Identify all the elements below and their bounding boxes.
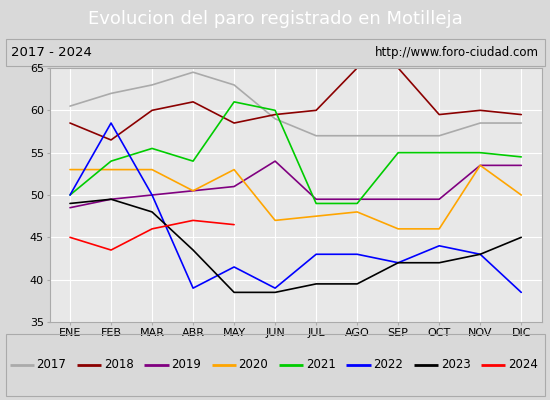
Text: 2021: 2021 [306, 358, 336, 372]
Text: 2017 - 2024: 2017 - 2024 [11, 46, 92, 59]
Text: 2022: 2022 [373, 358, 403, 372]
Text: 2017: 2017 [36, 358, 67, 372]
Text: 2024: 2024 [508, 358, 538, 372]
Text: 2020: 2020 [239, 358, 268, 372]
Text: Evolucion del paro registrado en Motilleja: Evolucion del paro registrado en Motille… [87, 10, 463, 28]
Text: http://www.foro-ciudad.com: http://www.foro-ciudad.com [375, 46, 539, 59]
Text: 2019: 2019 [171, 358, 201, 372]
Text: 2018: 2018 [104, 358, 134, 372]
Text: 2023: 2023 [441, 358, 470, 372]
